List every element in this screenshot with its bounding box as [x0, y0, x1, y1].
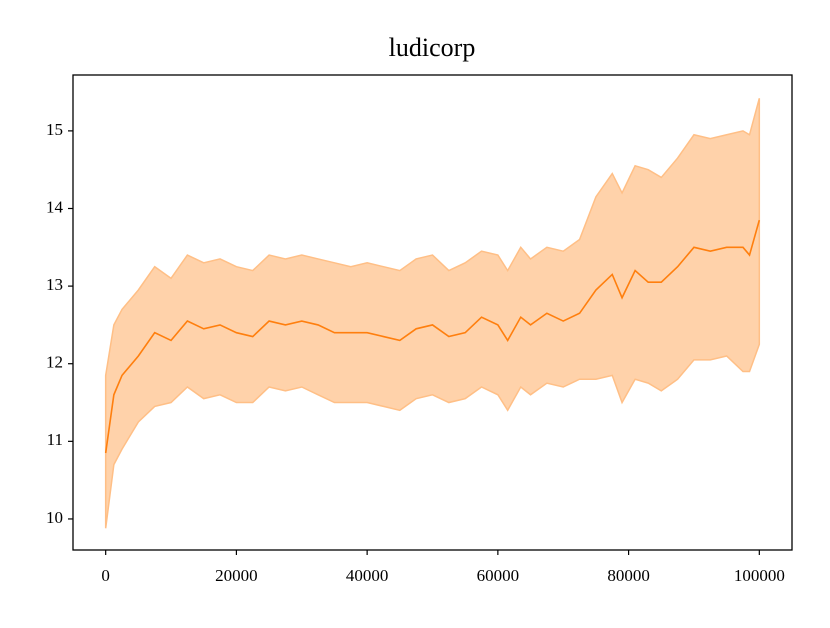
x-tick-label: 0 — [101, 566, 110, 585]
y-tick-label: 11 — [47, 430, 63, 449]
x-tick-label: 20000 — [215, 566, 258, 585]
y-tick-label: 15 — [46, 120, 63, 139]
x-tick-label: 60000 — [477, 566, 520, 585]
x-tick-label: 80000 — [607, 566, 650, 585]
y-tick-label: 10 — [46, 508, 63, 527]
mean-line — [104, 219, 761, 454]
axes-frame — [72, 74, 793, 551]
x-tick-label: 40000 — [346, 566, 389, 585]
y-tick-label: 12 — [46, 353, 63, 372]
chart-title: ludicorp — [389, 33, 476, 62]
band — [104, 98, 761, 529]
y-tick-label: 14 — [46, 197, 64, 216]
x-tick-label: 100000 — [734, 566, 785, 585]
y-tick-label: 13 — [46, 275, 63, 294]
